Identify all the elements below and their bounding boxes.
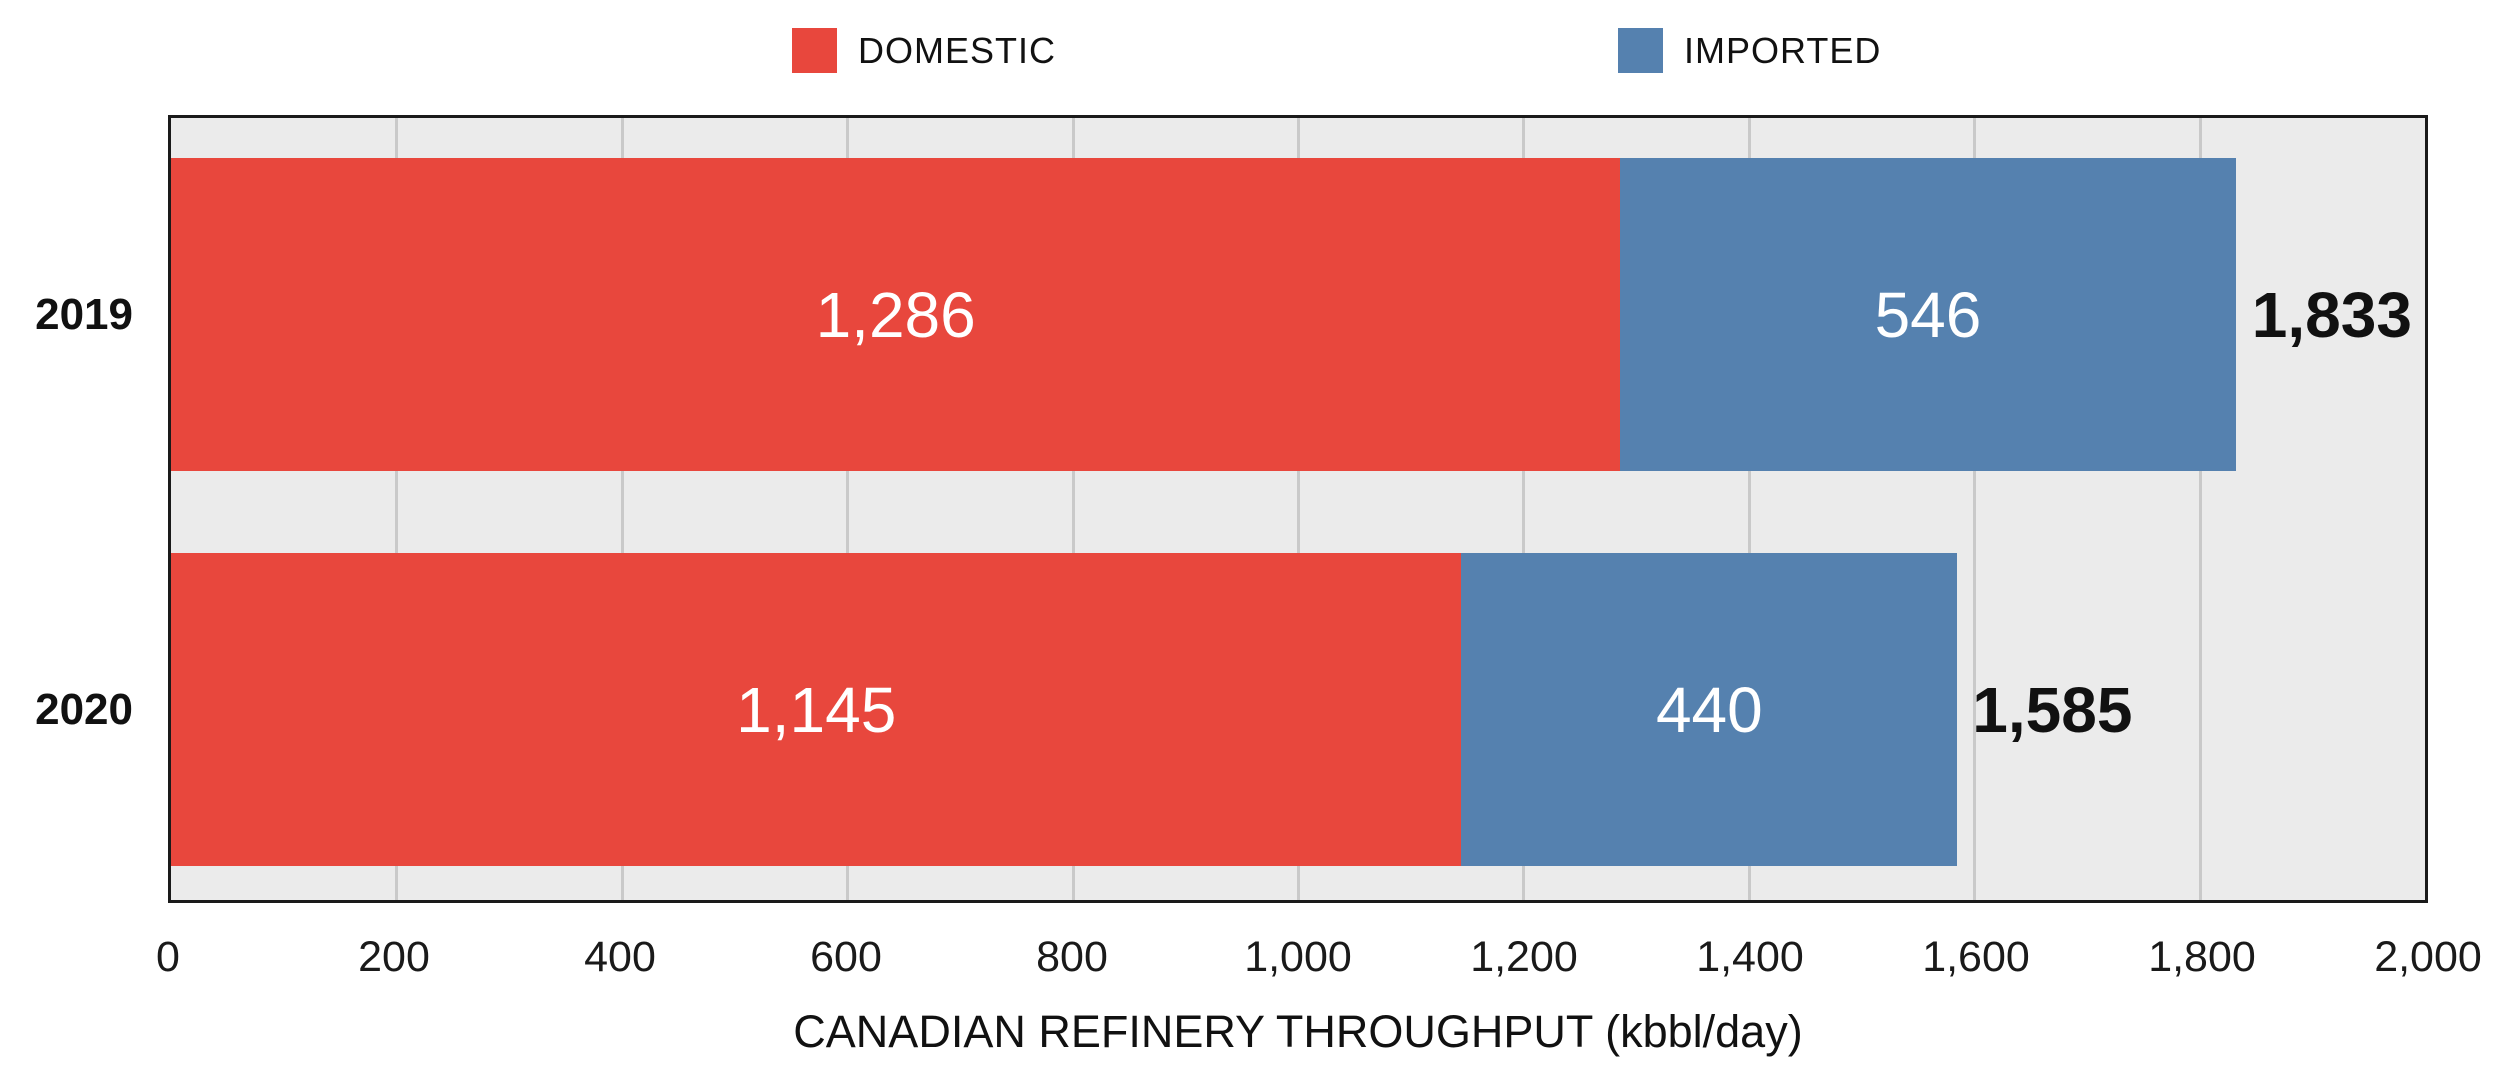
legend-swatch-imported-icon <box>1618 28 1663 73</box>
x-tick-label-1400: 1,400 <box>1696 933 1804 981</box>
bar-segment-domestic-2020: 1,145 <box>171 553 1462 866</box>
x-tick-label-600: 600 <box>810 933 882 981</box>
x-axis-ticks: 0 200 400 600 800 1,000 1,200 1,400 1,600 1,800 2,… <box>156 932 2482 982</box>
legend-item-domestic: DOMESTIC <box>792 28 1056 73</box>
bar-row-2020: 1,145 440 <box>171 553 2425 866</box>
plot-area: 1,286 546 1,833 1,145 440 1,585 <box>168 115 2428 903</box>
gridline-1800 <box>2198 118 2202 900</box>
bar-value-label: 546 <box>1874 278 1982 351</box>
x-tick-label-400: 400 <box>584 933 656 981</box>
bar-row-2019: 1,286 546 <box>171 158 2425 471</box>
gridline-1000 <box>1297 118 1300 900</box>
y-axis-label-2020: 2020 <box>35 684 133 734</box>
legend-item-imported: IMPORTED <box>1618 28 1881 73</box>
gridline-1200 <box>1522 118 1526 900</box>
x-tick-label-2000: 2,000 <box>2374 933 2482 981</box>
bar-value-label: 1,145 <box>736 673 897 746</box>
x-axis-title: CANADIAN REFINERY THROUGHPUT (kbbl/day) <box>793 1006 1803 1057</box>
bar-segment-imported-2019: 546 <box>1620 158 2236 471</box>
bar-segment-domestic-2019: 1,286 <box>171 158 1621 471</box>
bar-value-label: 440 <box>1655 673 1763 746</box>
legend-swatch-domestic-icon <box>792 28 837 73</box>
bar-value-label: 1,286 <box>815 278 976 351</box>
gridline-600 <box>846 118 850 900</box>
legend-label-imported: IMPORTED <box>1684 30 1882 71</box>
gridline-800 <box>1071 118 1075 900</box>
gridline-1600 <box>1973 118 1977 900</box>
bar-total-label-2020: 1,585 <box>1972 673 2133 746</box>
x-tick-label-1600: 1,600 <box>1922 933 2030 981</box>
x-tick-label-1800: 1,800 <box>2148 933 2256 981</box>
x-tick-label-800: 800 <box>1036 933 1108 981</box>
bar-total-label-2019: 1,833 <box>2251 278 2412 351</box>
bar-segment-imported-2020: 440 <box>1461 553 1958 866</box>
gridline-1400 <box>1747 118 1751 900</box>
legend-label-domestic: DOMESTIC <box>858 30 1057 71</box>
gridline-400 <box>620 118 624 900</box>
y-axis-label-2019: 2019 <box>35 289 133 339</box>
x-tick-label-1200: 1,200 <box>1470 933 1578 981</box>
x-tick-label-1000: 1,000 <box>1244 933 1352 981</box>
x-tick-label-0: 0 <box>156 933 180 981</box>
x-tick-label-200: 200 <box>358 933 430 981</box>
gridline-200 <box>395 118 399 900</box>
